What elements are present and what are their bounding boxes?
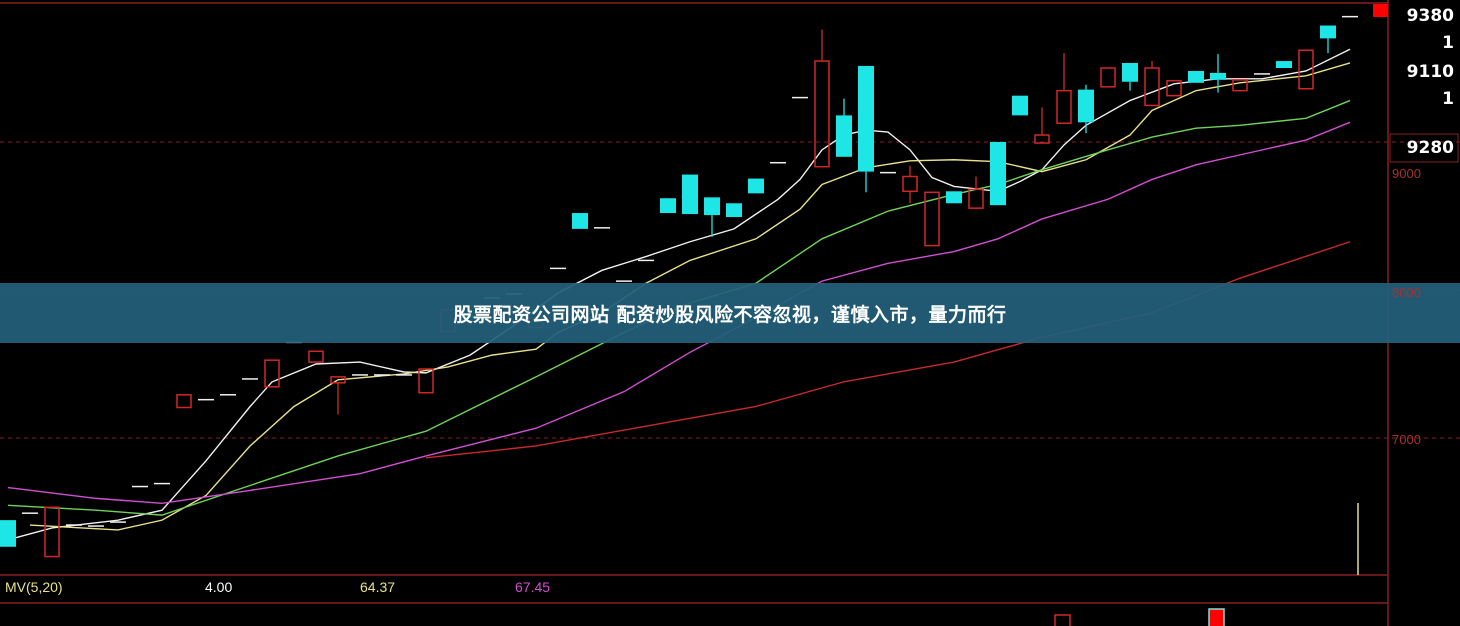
candle-down (1012, 95, 1028, 116)
candle-down (0, 520, 16, 547)
candle-down (836, 115, 852, 157)
indicator-value-1: 4.00 (205, 579, 233, 595)
warning-banner: 股票配资公司网站 配资炒股风险不容忽视，谨慎入市，量力而行 (0, 283, 1460, 343)
candle-up (330, 376, 346, 384)
candle-up (1100, 67, 1116, 88)
candle-down (1122, 62, 1138, 82)
axis-readout: 1 (1442, 89, 1454, 109)
candle-down (572, 213, 588, 229)
candle-up (924, 191, 940, 247)
candle-down (660, 198, 676, 214)
candle-down (1320, 25, 1336, 39)
candle-up (1034, 134, 1050, 144)
current-price-readout: 9280 (1406, 138, 1454, 158)
candle-down (1210, 72, 1226, 80)
last-price-marker (1373, 4, 1388, 17)
candle-down (682, 174, 698, 215)
candle-up (1144, 67, 1160, 107)
ytick-label: 7000 (1392, 432, 1421, 447)
volume-bar (1054, 614, 1071, 626)
candle-down (748, 178, 764, 194)
indicator-name: MV(5,20) (5, 579, 63, 595)
indicator-value-2: 64.37 (360, 579, 396, 595)
candle-down (946, 191, 962, 204)
candles (0, 15, 1358, 558)
ytick-label: 8000 (1392, 285, 1421, 300)
indicator-value-3: 67.45 (515, 579, 551, 595)
axis-readout: 9380 (1406, 6, 1454, 26)
candle-down (726, 203, 742, 218)
candle-up (44, 506, 60, 558)
candle-up (1232, 79, 1248, 92)
candle-up (814, 60, 830, 168)
axis-readout: 1 (1442, 33, 1454, 53)
axis-readout: 9110 (1406, 62, 1454, 82)
ma-line-ma20 (7, 99, 1351, 516)
ma-line-ma60 (425, 241, 1351, 459)
candle-up (902, 175, 918, 193)
candle-down (858, 65, 874, 172)
candle-up (1298, 49, 1314, 90)
volume-bar (1208, 608, 1225, 626)
candle-up (1166, 79, 1182, 97)
candle-down (990, 142, 1006, 206)
candle-up (176, 394, 192, 409)
candle-down (1276, 61, 1292, 68)
ma-line-ma30 (7, 121, 1351, 504)
candle-down (1188, 70, 1204, 83)
candle-up (264, 359, 280, 388)
ma-line-ma10 (29, 62, 1351, 531)
candle-up (1056, 89, 1072, 124)
ytick-label: 9000 (1392, 166, 1421, 181)
current-price-box (1389, 133, 1459, 163)
candle-down (704, 197, 720, 216)
candle-down (1078, 89, 1094, 123)
candle-up (308, 350, 324, 363)
banner-text: 股票配资公司网站 配资炒股风险不容忽视，谨慎入市，量力而行 (453, 303, 1007, 326)
candle-up (418, 368, 434, 394)
candle-up (968, 188, 984, 209)
